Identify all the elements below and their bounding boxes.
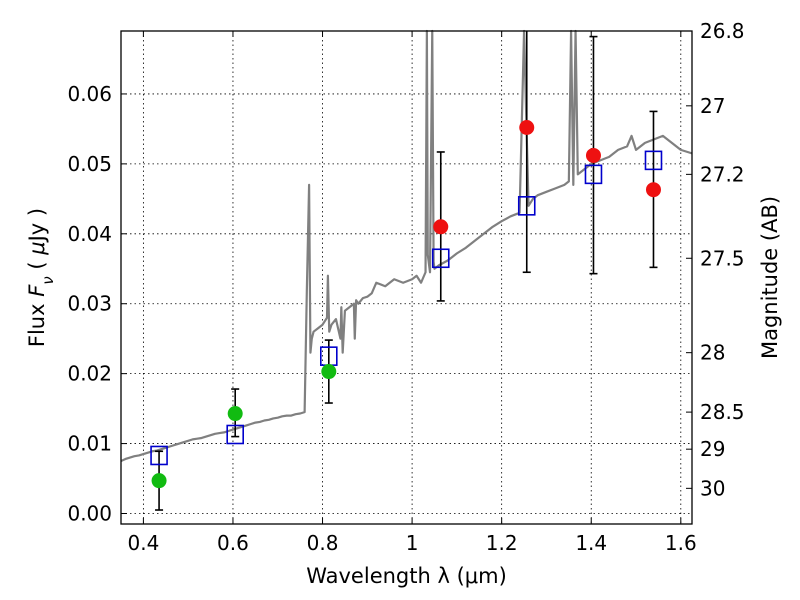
y-axis-title-part: μ bbox=[25, 241, 49, 255]
grid-lines bbox=[121, 31, 692, 524]
y-axis-title-part: F bbox=[25, 284, 49, 297]
y-tick-label: 0.04 bbox=[67, 222, 112, 246]
tick-labels: 0.4 0.6 0.8 1 1.2 1.4 1.6 0.00 0.01 0.02 0.03 0.04 0… bbox=[67, 19, 744, 555]
y-axis-title-part: Jy ) bbox=[25, 208, 49, 244]
right-tick-label: 28 bbox=[700, 341, 725, 365]
detection-point bbox=[433, 219, 449, 235]
y-tick-label: 0.00 bbox=[67, 502, 112, 526]
model-flux-box bbox=[644, 150, 663, 171]
optical-point bbox=[227, 406, 243, 422]
detection-point bbox=[645, 182, 661, 198]
right-tick-label: 29 bbox=[700, 437, 725, 461]
model-flux-box bbox=[226, 424, 244, 445]
x-axis-title: Wavelength λ (μm) bbox=[306, 564, 507, 588]
optical-point bbox=[151, 473, 167, 489]
x-tick-label: 0.4 bbox=[127, 531, 159, 555]
x-tick-label: 1.2 bbox=[486, 531, 518, 555]
detection-point bbox=[519, 120, 535, 136]
model-flux-box bbox=[431, 248, 450, 269]
y-axis-title-part: Flux bbox=[25, 297, 49, 347]
y-tick-label: 0.03 bbox=[67, 292, 112, 316]
y-tick-label: 0.02 bbox=[67, 362, 112, 386]
right-axis-title: Magnitude (AB) bbox=[758, 196, 782, 359]
y-axis-title: Flux Fν ( μJy ) bbox=[25, 208, 57, 347]
sed-model-line bbox=[120, 29, 693, 463]
right-tick-label: 27.5 bbox=[700, 246, 745, 270]
axis-ticks bbox=[121, 30, 692, 524]
errorbars-layer bbox=[155, 31, 658, 511]
y-tick-label: 0.06 bbox=[67, 82, 112, 106]
right-tick-label: 26.8 bbox=[700, 19, 745, 43]
right-tick-label: 27 bbox=[700, 94, 725, 118]
y-axis-title-part: ν bbox=[39, 276, 57, 284]
plot-frame bbox=[120, 30, 693, 525]
model-flux-box bbox=[150, 445, 168, 466]
x-tick-label: 1 bbox=[406, 531, 419, 555]
detection-point bbox=[585, 147, 601, 163]
right-tick-label: 27.2 bbox=[700, 162, 745, 186]
right-tick-label: 28.5 bbox=[700, 400, 745, 424]
y-tick-label: 0.01 bbox=[67, 432, 112, 456]
y-tick-label: 0.05 bbox=[67, 152, 112, 176]
sed-model-layer bbox=[120, 29, 693, 463]
points-layer bbox=[151, 120, 661, 489]
x-tick-label: 1.4 bbox=[575, 531, 607, 555]
optical-point bbox=[321, 364, 337, 380]
model-flux-box bbox=[517, 196, 536, 216]
x-tick-label: 1.6 bbox=[665, 531, 697, 555]
x-tick-label: 0.8 bbox=[307, 531, 339, 555]
right-tick-label: 30 bbox=[700, 476, 725, 500]
model-boxes-layer bbox=[150, 150, 663, 466]
y-axis-title-part: ( bbox=[25, 255, 49, 277]
model-flux-box bbox=[584, 164, 603, 185]
x-tick-label: 0.6 bbox=[217, 531, 249, 555]
